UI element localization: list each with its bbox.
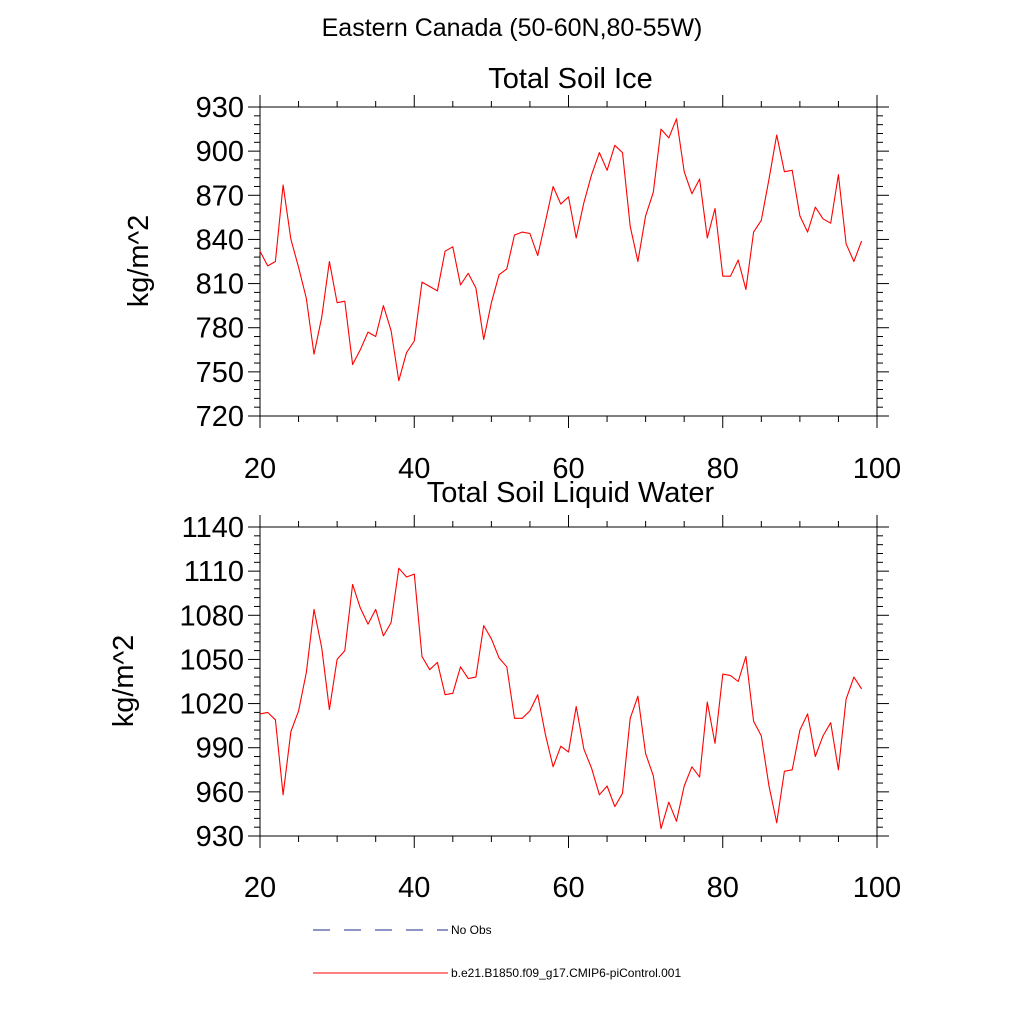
- x-tick-label: 40: [398, 872, 430, 904]
- figure-suptitle: Eastern Canada (50-60N,80-55W): [321, 14, 703, 42]
- y-tick-label: 1050: [179, 644, 244, 676]
- y-tick-label: 810: [196, 269, 244, 301]
- x-tick-label: 80: [707, 872, 739, 904]
- y-tick-label: 930: [196, 92, 244, 124]
- y-tick-label: 1020: [179, 689, 244, 721]
- legend: No Obs b.e21.B1850.f09_g17.CMIP6-piContr…: [313, 923, 681, 980]
- series-line: [259, 567, 863, 830]
- series-line: [259, 118, 863, 382]
- y-tick-label: 900: [196, 136, 244, 168]
- y-tick-label: 870: [196, 180, 244, 212]
- legend-no-obs-label: No Obs: [451, 923, 492, 937]
- y-axis-label: kg/m^2: [108, 635, 140, 728]
- x-tick-label: 100: [853, 872, 901, 904]
- panel-title: Total Soil Ice: [488, 63, 652, 95]
- x-tick-label: 20: [244, 453, 276, 485]
- y-tick-label: 930: [196, 821, 244, 853]
- y-tick-label: 750: [196, 357, 244, 389]
- plot-frame: [259, 106, 878, 417]
- y-axis-label: kg/m^2: [123, 215, 155, 308]
- panel-total-soil-liquid-water: Total Soil Liquid Water kg/m^2 930 960 990 10…: [108, 477, 901, 904]
- x-tick-label: 60: [552, 872, 584, 904]
- y-tick-label: 1110: [184, 556, 244, 588]
- y-tick-label: 840: [196, 224, 244, 256]
- y-tick-label: 780: [196, 313, 244, 345]
- panel-total-soil-ice: Total Soil Ice kg/m^2 720 750 780 810 840 870 90…: [123, 63, 901, 485]
- y-tick-label: 960: [196, 777, 244, 809]
- x-tick-label: 80: [707, 453, 739, 485]
- x-tick-label: 40: [398, 453, 430, 485]
- y-tick-label: 1140: [182, 512, 244, 544]
- plot-frame: [259, 526, 878, 837]
- y-tick-label: 720: [196, 401, 244, 433]
- x-tick-label: 20: [244, 872, 276, 904]
- legend-model-label: b.e21.B1850.f09_g17.CMIP6-piControl.001: [451, 966, 681, 980]
- x-tick-label: 60: [552, 453, 584, 485]
- y-tick-label: 990: [196, 733, 244, 765]
- panel-title: Total Soil Liquid Water: [427, 477, 715, 509]
- y-tick-label: 1080: [179, 600, 244, 632]
- x-tick-label: 100: [853, 453, 901, 485]
